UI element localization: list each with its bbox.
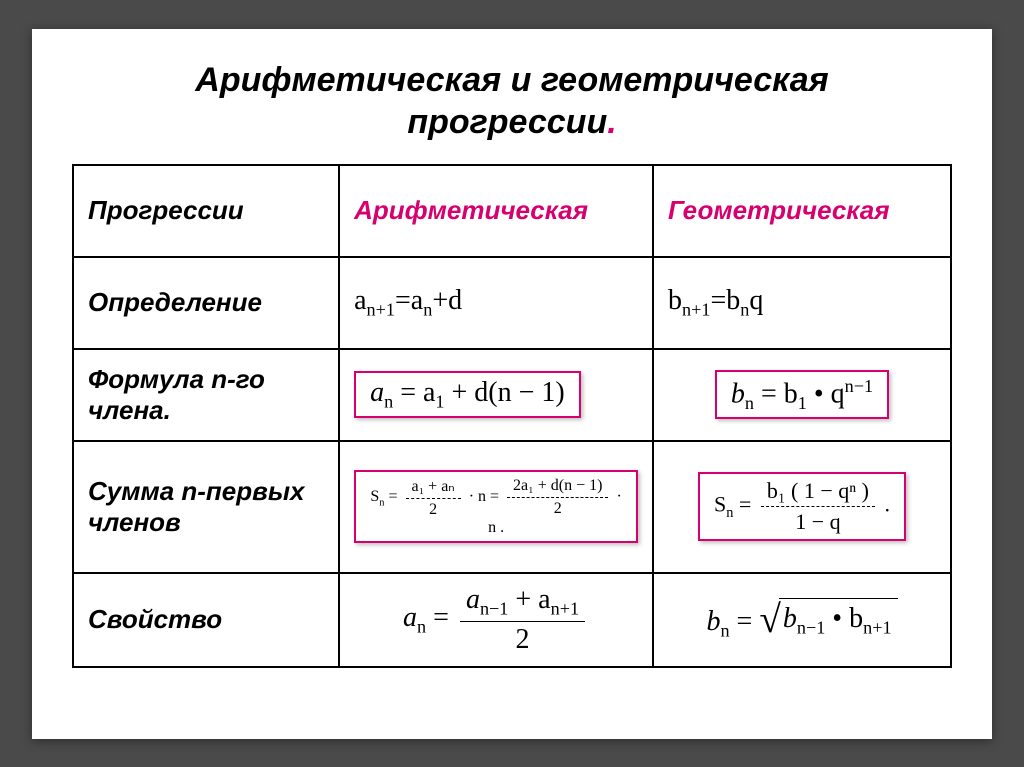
table-row: Сумма n-первых членов Sn = a₁ + aₙ2 · n … [73, 441, 951, 573]
def-geom-formula: bn+1=bnq [668, 285, 763, 316]
sum-arith-formula: Sn = a₁ + aₙ2 · n = 2a₁ + d(n − 1)2 · n … [354, 470, 638, 543]
prop-arith-formula: an = an−1 + an+1 2 [403, 602, 589, 633]
title-line2: прогрессии [407, 103, 607, 141]
title-line1: Арифметическая и геометрическая [195, 61, 828, 99]
sqrt-icon: √ [759, 600, 781, 641]
slide: Арифметическая и геометрическая прогресс… [32, 29, 992, 739]
def-arith-formula: an+1=an+d [354, 285, 462, 316]
table-row: Прогрессии Арифметическая Геометрическая [73, 165, 951, 257]
slide-title: Арифметическая и геометрическая прогресс… [72, 59, 952, 144]
row-label-nth: Формула n-го члена. [73, 349, 339, 441]
col-header-geom: Геометрическая [668, 195, 890, 225]
row-label-sum: Сумма n-первых членов [73, 441, 339, 573]
title-dot: . [607, 103, 616, 141]
table-row: Свойство an = an−1 + an+1 2 bn = √ bn−1 … [73, 573, 951, 668]
row-label-property: Свойство [73, 573, 339, 668]
progression-table: Прогрессии Арифметическая Геометрическая… [72, 164, 952, 669]
prop-geom-formula: bn = √ bn−1 • bn+1 [706, 606, 897, 637]
nth-arith-formula: an = a1 + d(n − 1) [354, 371, 581, 419]
row-label-definition: Определение [73, 257, 339, 349]
table-row: Определение an+1=an+d bn+1=bnq [73, 257, 951, 349]
sum-geom-formula: Sn = b₁ ( 1 − qⁿ )1 − q . [698, 472, 906, 541]
col-header-arith: Арифметическая [354, 195, 588, 225]
nth-geom-formula: bn = b1 • qn−1 [715, 370, 889, 420]
table-row: Формула n-го члена. an = a1 + d(n − 1) b… [73, 349, 951, 441]
row-label-progressions: Прогрессии [73, 165, 339, 257]
